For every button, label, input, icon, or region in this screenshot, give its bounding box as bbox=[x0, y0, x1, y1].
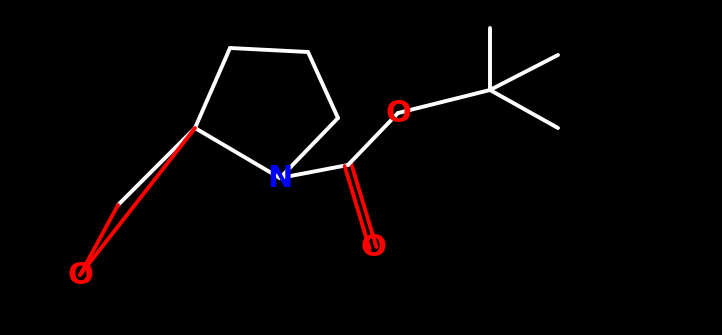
Text: O: O bbox=[67, 261, 93, 289]
Text: O: O bbox=[360, 233, 386, 263]
Text: N: N bbox=[267, 163, 292, 193]
Text: O: O bbox=[385, 98, 411, 128]
